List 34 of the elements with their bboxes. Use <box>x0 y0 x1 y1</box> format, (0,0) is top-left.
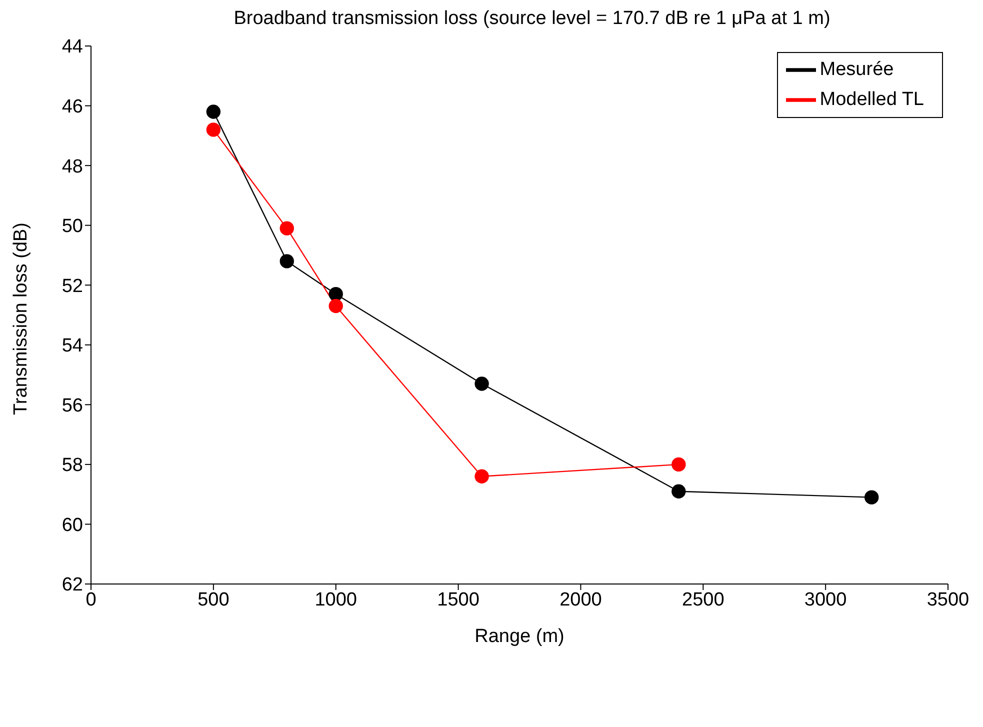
x-tick-label: 1000 <box>314 589 357 610</box>
legend-label: Mesurée <box>820 59 894 80</box>
x-tick-label: 500 <box>198 589 230 610</box>
x-tick-label: 2500 <box>682 589 724 610</box>
point <box>328 298 343 314</box>
point <box>672 457 686 472</box>
y-tick-label: 48 <box>62 156 83 178</box>
chart-title: Broadband transmission loss (source level = 170.7 dB re 1 μPa at 1 m) <box>232 8 832 30</box>
x-axis-title: Range (m) <box>474 626 564 647</box>
x-tick-label: 0 <box>86 589 96 610</box>
point <box>280 221 294 236</box>
y-tick-label: 54 <box>62 336 84 357</box>
y-tick-label: 60 <box>62 514 83 536</box>
y-tick-label: 44 <box>62 36 84 58</box>
point <box>328 286 343 302</box>
point <box>672 484 686 498</box>
point <box>474 376 489 391</box>
point <box>864 490 879 504</box>
y-tick-label: 62 <box>62 574 83 596</box>
x-tick-label: 3500 <box>926 589 970 610</box>
point <box>206 104 221 119</box>
point <box>280 254 294 268</box>
y-axis-title: Transmission loss (dB) <box>10 222 32 415</box>
y-tick-label: 56 <box>62 395 83 416</box>
x-tick-label: 1500 <box>437 589 480 610</box>
y-tick-label: 52 <box>62 276 83 297</box>
legend-label: Modelled TL <box>820 89 924 110</box>
y-tick-label: 50 <box>62 216 83 238</box>
x-tick-label: 3000 <box>804 589 847 610</box>
point <box>474 469 489 484</box>
x-tick-label: 2000 <box>560 589 602 610</box>
point <box>206 122 221 137</box>
y-tick-label: 46 <box>62 96 83 118</box>
y-tick-label: 58 <box>62 455 83 476</box>
